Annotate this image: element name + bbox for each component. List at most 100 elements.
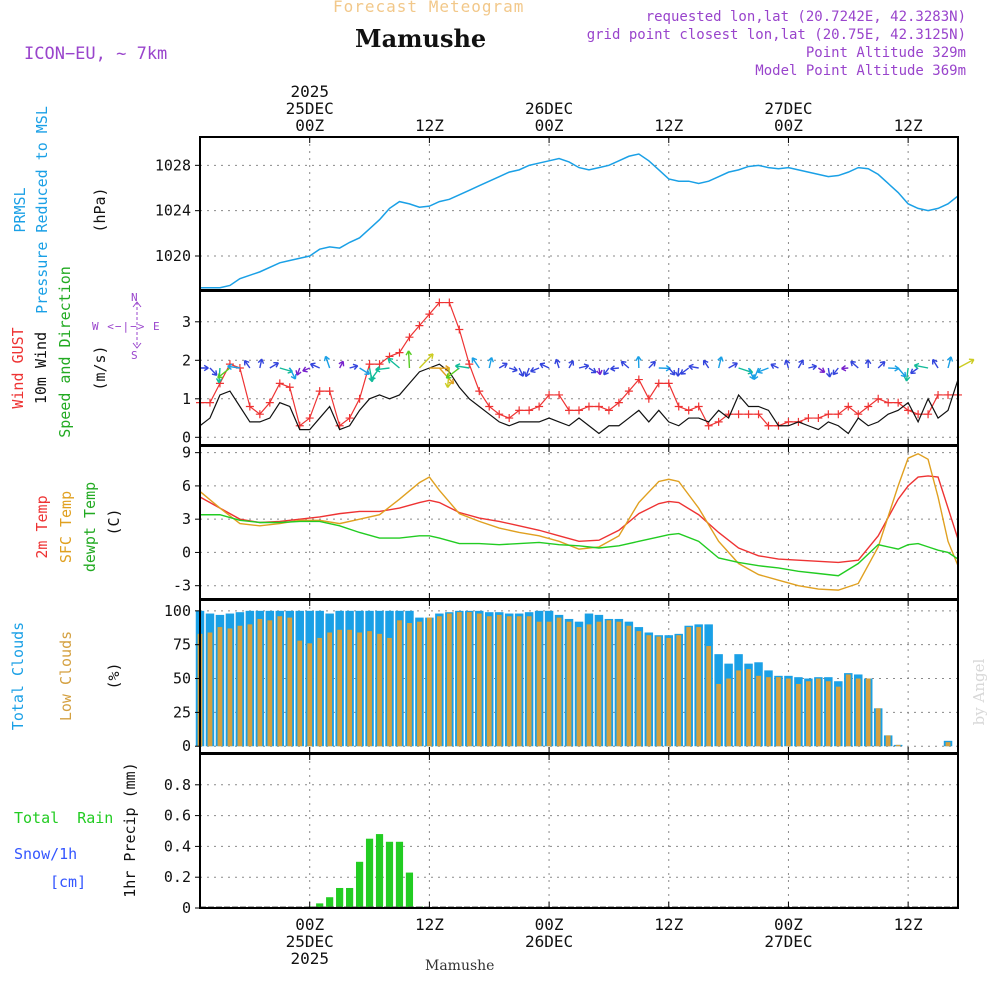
bottom-time-label: 00Z	[535, 915, 564, 934]
credit-watermark: by Angel	[970, 658, 988, 726]
y-tick-label: 3	[182, 510, 191, 528]
y-tick-label: 0.6	[164, 807, 191, 825]
wind-direction-arrow	[217, 367, 231, 379]
wind-direction-arrow	[518, 367, 525, 377]
top-time-label: 27DEC	[764, 99, 812, 118]
wind-direction-arrow	[243, 359, 251, 369]
wind-direction-arrow	[668, 367, 676, 376]
wind-gust-point	[914, 410, 923, 419]
low-cloud-bar	[297, 640, 303, 747]
wind-gust-point	[345, 414, 354, 423]
point-altitude: Point Altitude 329m	[805, 45, 966, 61]
low-cloud-bar	[287, 617, 293, 747]
wind-direction-arrow	[554, 358, 561, 369]
top-time-label: 2025	[290, 82, 329, 101]
wind-gust-point	[874, 394, 883, 403]
wind-gust-point	[714, 417, 723, 426]
wind-gust-point	[744, 410, 753, 419]
wind-10m-label: 10m Wind	[32, 331, 50, 405]
y-tick-label: -3	[173, 577, 191, 595]
wind-direction-arrow	[897, 367, 907, 378]
wind-gust-point	[275, 379, 284, 388]
wind-gust-point	[824, 410, 833, 419]
wind-gust-point	[575, 406, 583, 415]
rain-bar	[326, 897, 334, 908]
wind-direction-arrow	[349, 363, 359, 370]
low-cloud-bar	[945, 742, 951, 747]
y-tick-label: 50	[173, 670, 191, 688]
low-cloud-bar	[207, 632, 213, 747]
bottom-time-label: 2025	[290, 949, 329, 968]
wind-gust-point	[934, 390, 943, 399]
wind-direction-arrow	[932, 358, 939, 369]
wind-gust-point	[764, 421, 773, 430]
low-cloud-bar	[616, 621, 622, 747]
bottom-time-label: 12Z	[415, 915, 444, 934]
wind-gust-point	[944, 390, 953, 399]
low-cloud-bar	[726, 678, 731, 747]
wind-gust-point	[814, 414, 823, 423]
wind-direction-arrow	[418, 353, 434, 369]
y-tick-label: 3	[182, 313, 191, 331]
low-cloud-bar	[646, 635, 652, 747]
wind-gust-point	[365, 360, 374, 369]
low-cloud-bar	[377, 633, 382, 747]
wind-direction-arrow	[257, 358, 265, 369]
wind-direction-arrow	[797, 359, 804, 369]
low-cloud-bar	[446, 613, 452, 747]
low-cloud-bar	[387, 637, 392, 747]
top-time-label: 26DEC	[525, 99, 573, 118]
rain-bar	[375, 834, 384, 908]
y-tick-label: 1024	[155, 202, 191, 220]
wind-gust-point	[395, 348, 404, 357]
wind-gust-point	[565, 406, 574, 415]
wind-direction-arrow	[913, 362, 929, 370]
product-title: Forecast Meteogram	[333, 0, 525, 16]
wind-gust-point	[305, 414, 314, 423]
wind-gust-point	[315, 387, 324, 396]
low-cloud-bar	[476, 613, 482, 747]
wind-direction-arrow	[405, 350, 413, 369]
compass-south: S	[131, 349, 138, 362]
wind-gust-point	[425, 310, 434, 319]
wind-direction-arrow	[864, 359, 872, 369]
wind-direction-arrow	[578, 363, 590, 370]
y-tick-label: 100	[164, 602, 191, 620]
y-tick-label: 0.4	[164, 837, 191, 855]
wind-direction-arrow	[648, 360, 657, 369]
y-tick-label: 0.8	[164, 776, 191, 794]
wind-gust-point	[525, 406, 534, 415]
wind-direction-arrow	[588, 367, 597, 374]
compass-rose-icon	[132, 301, 142, 349]
total-rain-label: Total Rain	[14, 809, 114, 827]
low-cloud-bar	[327, 632, 333, 747]
wind-gust-point	[624, 387, 633, 396]
wind-gust-point	[684, 406, 693, 415]
wind-direction-arrow	[487, 356, 494, 369]
wind-gust-point	[485, 402, 494, 411]
y-tick-label: 0	[182, 899, 191, 917]
wind-gust-point	[754, 410, 763, 419]
temp-sfc-line	[199, 452, 959, 591]
low-cloud-bar	[716, 683, 722, 747]
low-cloud-bar	[407, 623, 412, 747]
wind-direction-arrow	[375, 365, 390, 373]
compass-west-east: W <−|−> E	[92, 320, 161, 333]
low-cloud-bar	[806, 681, 811, 747]
wind-direction-arrow	[530, 366, 540, 374]
wind-gust-point	[535, 402, 544, 411]
bottom-time-label: 27DEC	[764, 932, 812, 951]
low-cloud-bar	[556, 617, 562, 747]
clouds-unit-label: (%)	[105, 662, 123, 690]
wind-direction-arrow	[635, 356, 642, 369]
low-cloud-bar	[427, 617, 432, 747]
wind-gust-point	[844, 402, 853, 411]
wind-gust-point	[265, 398, 274, 407]
low-cloud-bar	[277, 616, 283, 747]
prmsl-label: PRMSL	[11, 187, 29, 233]
wind-gust-point	[614, 398, 623, 407]
wind-direction-arrow	[728, 362, 738, 369]
wind-direction-arrow	[610, 365, 619, 372]
wind-gust-point	[245, 402, 254, 411]
